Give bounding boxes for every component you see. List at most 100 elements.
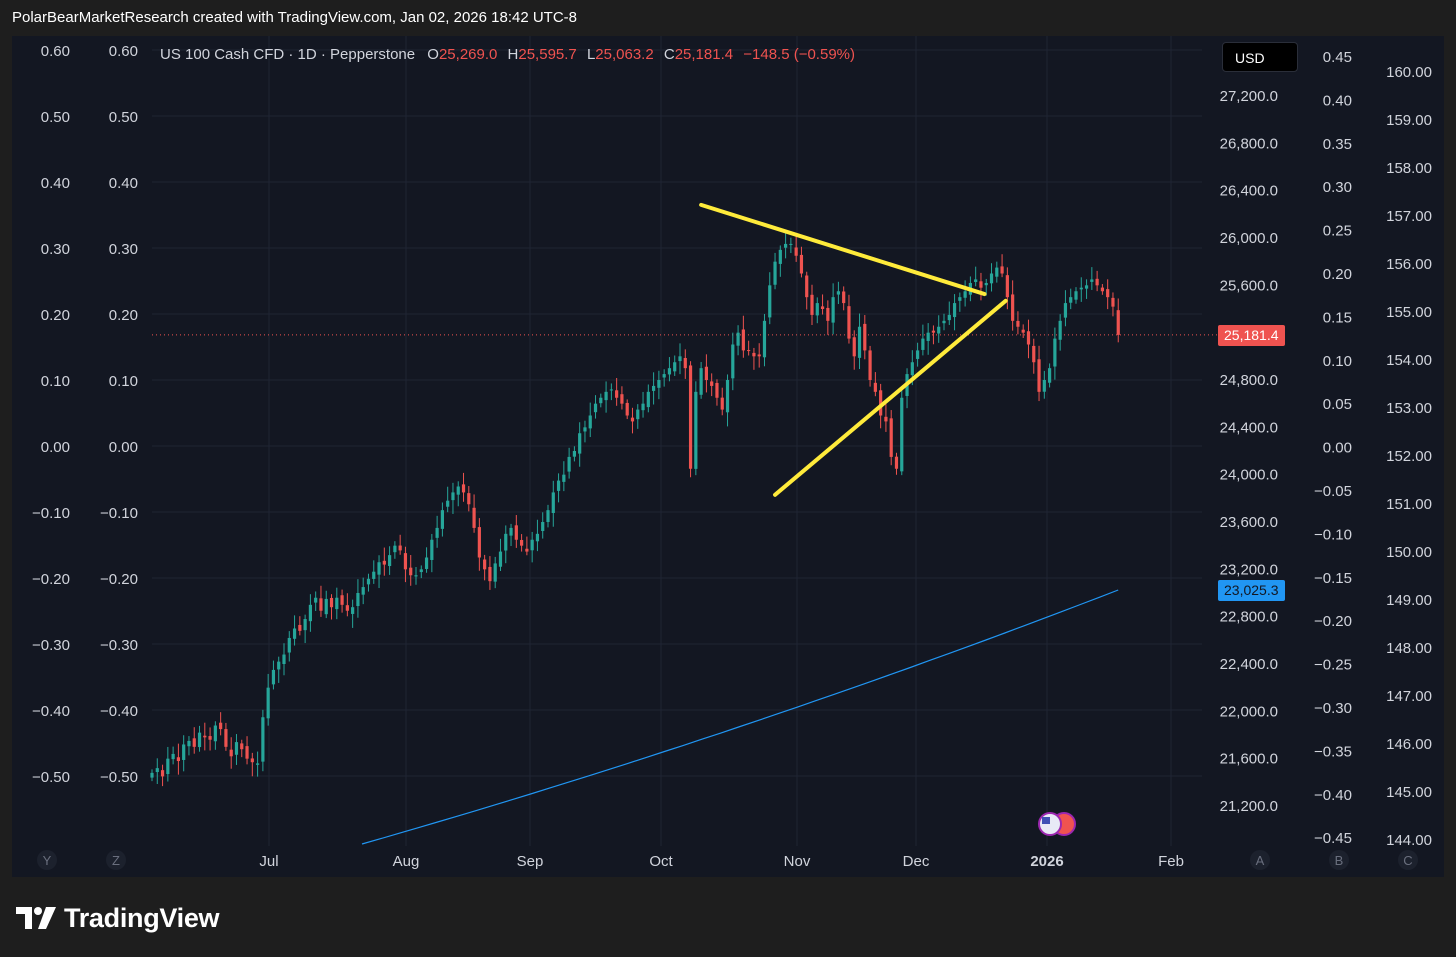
candle-body: [593, 403, 598, 413]
currency-button[interactable]: USD: [1222, 42, 1298, 72]
candle-body: [277, 661, 281, 670]
candle-body: [488, 566, 492, 582]
candle-body: [868, 350, 872, 380]
candle-body: [799, 254, 804, 274]
right-axis-3-tick: 155.00: [1386, 304, 1432, 321]
candle-body: [625, 402, 629, 416]
high-value: 25,595.7: [518, 46, 577, 63]
axis-scale-letter: C: [1403, 853, 1412, 868]
price-axis-tick: 22,800.0: [1220, 609, 1278, 626]
candle-body: [572, 451, 576, 457]
candle-body: [805, 275, 809, 298]
chart-grid: [152, 36, 1202, 846]
right-axis-3-tick: 150.00: [1386, 544, 1432, 561]
candle-body: [498, 551, 503, 567]
axis-scale-button: [1398, 850, 1418, 870]
candle-body: [984, 282, 988, 286]
candle-body: [356, 593, 360, 607]
candle-body: [335, 597, 339, 610]
candlestick-series: [150, 233, 1120, 787]
candle-body: [678, 356, 682, 362]
candle-body: [794, 247, 798, 256]
chart-attribution: PolarBearMarketResearch created with Tra…: [12, 9, 578, 26]
right-axis-2-tick: 0.40: [1323, 92, 1352, 109]
candle-body: [741, 329, 745, 351]
right-axis-2-tick: −0.40: [1314, 787, 1352, 804]
candle-body: [292, 628, 297, 639]
price-axis-tick: 22,000.0: [1220, 703, 1278, 720]
price-axis-tick: 26,800.0: [1220, 135, 1278, 152]
candle-body: [271, 669, 276, 685]
candle-body: [926, 332, 930, 341]
candle-body: [477, 527, 481, 558]
open-value: 25,269.0: [438, 46, 498, 63]
candle-body: [493, 563, 497, 582]
us-flag-canton: [1042, 817, 1050, 824]
right-axis-2-tick: −0.30: [1314, 700, 1352, 717]
right-axis-2-tick: −0.05: [1314, 483, 1352, 500]
left-axis-2-tick: 0.20: [109, 307, 138, 324]
candle-body: [483, 559, 487, 570]
candle-body: [784, 243, 788, 248]
price-axis-tick: 24,400.0: [1220, 419, 1278, 436]
candle-body: [435, 527, 439, 538]
candle-body: [1053, 338, 1057, 367]
candle-body: [388, 555, 392, 567]
candle-body: [937, 326, 941, 334]
left-axis-2-tick: 0.40: [109, 175, 138, 192]
tradingview-brand: TradingView: [64, 902, 220, 933]
candle-body: [451, 492, 455, 501]
price-chart[interactable]: 0.60 0.50 0.40 0.30 0.20 0.10 0.00 −0.10 −0.20 −0…: [12, 36, 1444, 877]
trendline: [773, 298, 1008, 497]
tradingview-logo[interactable]: TradingView: [16, 900, 220, 936]
right-axis-2-tick: 0.00: [1323, 440, 1352, 457]
candle-body: [208, 736, 212, 740]
right-axis-2-tick: −0.45: [1314, 830, 1352, 847]
right-axis-3-tick: 153.00: [1386, 400, 1432, 417]
candle-body: [567, 456, 571, 472]
right-axis-2-tick: 0.35: [1323, 136, 1352, 153]
candle-body: [234, 742, 239, 755]
price-axis-tick: 26,000.0: [1220, 230, 1278, 247]
candle-body: [446, 500, 450, 507]
right-axis-3-tick: 149.00: [1386, 592, 1432, 609]
candle-body: [952, 303, 957, 318]
right-axis-3-tick: 147.00: [1386, 688, 1432, 705]
candle-body: [303, 619, 307, 631]
candle-body: [314, 597, 318, 603]
trendline: [699, 202, 987, 297]
candle-body: [187, 740, 191, 747]
candle-body: [1069, 297, 1073, 303]
candle-body: [382, 560, 386, 565]
candle-body: [931, 330, 936, 333]
candle-body: [504, 533, 508, 551]
axis-scale-letter: B: [1335, 853, 1344, 868]
candle-body: [171, 753, 175, 760]
candle-body: [1016, 320, 1020, 327]
candle-body: [1106, 289, 1110, 298]
candle-body: [673, 362, 677, 372]
low-value: 25,063.2: [595, 46, 654, 63]
candle-body: [747, 350, 751, 352]
symbol-legend[interactable]: US 100 Cash CFD · 1D · Pepperstone O25,2…: [160, 46, 855, 63]
candle-body: [266, 687, 270, 719]
right-axis-3-tick: 152.00: [1386, 448, 1432, 465]
candle-body: [250, 758, 254, 763]
candle-body: [182, 744, 186, 760]
candle-body: [520, 539, 524, 546]
candle-body: [372, 571, 376, 579]
right-axis-2-tick: −0.10: [1314, 526, 1352, 543]
candle-body: [424, 557, 429, 569]
candle-body: [324, 598, 328, 615]
candle-body: [826, 307, 830, 321]
candle-body: [509, 527, 513, 536]
axis-scale-letter: Z: [112, 853, 120, 868]
price-axis-tick: 23,200.0: [1220, 561, 1278, 578]
chart-panel[interactable]: 0.60 0.50 0.40 0.30 0.20 0.10 0.00 −0.10 −0.20 −0…: [12, 36, 1444, 877]
candle-body: [176, 757, 180, 762]
candle-body: [414, 575, 418, 577]
candle-body: [1042, 380, 1046, 392]
left-axis-1-tick: −0.30: [32, 637, 70, 654]
candle-body: [710, 381, 714, 386]
candle-body: [308, 604, 312, 622]
